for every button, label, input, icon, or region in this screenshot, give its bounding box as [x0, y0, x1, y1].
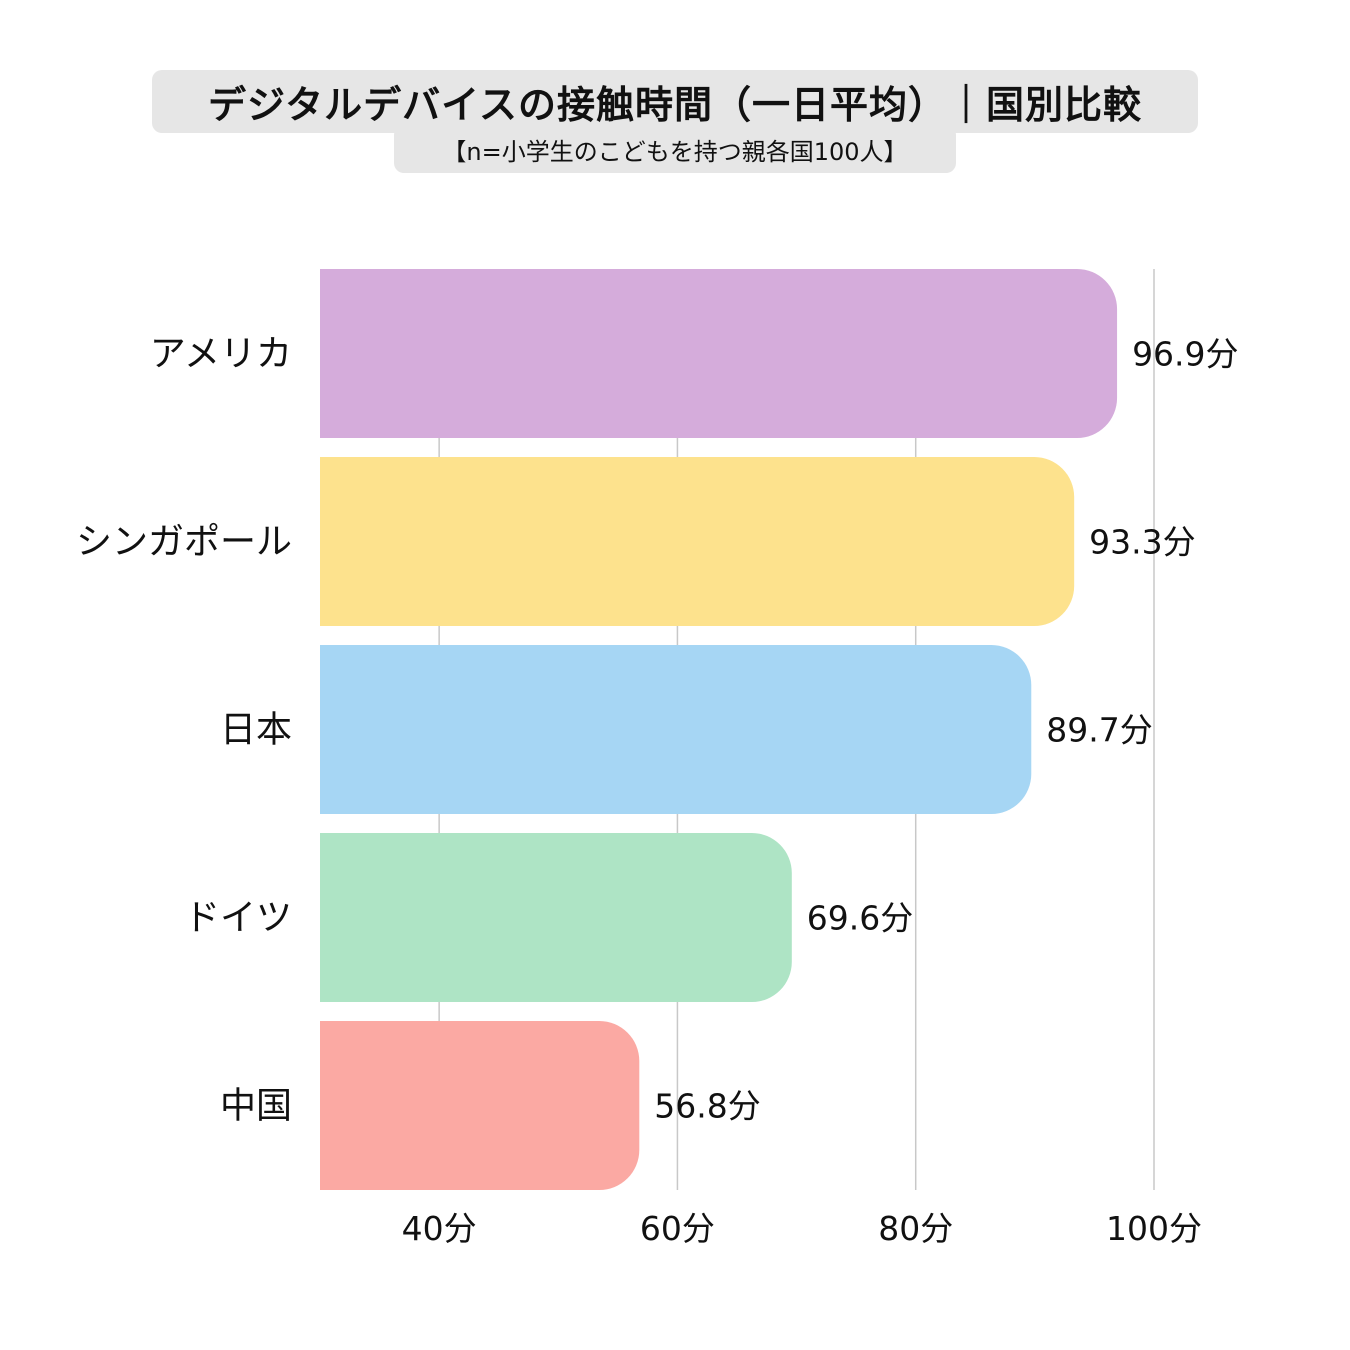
x-tick-label: 100分 — [1106, 1209, 1202, 1248]
value-label: 56.8分 — [654, 1087, 760, 1126]
x-tick-label: 60分 — [640, 1209, 715, 1248]
value-label: 89.7分 — [1046, 711, 1152, 750]
bar-3 — [320, 645, 1032, 814]
category-label: 中国 — [220, 1086, 292, 1127]
category-label: ドイツ — [184, 898, 292, 939]
bar-4 — [320, 833, 792, 1002]
x-tick-label: 80分 — [878, 1209, 953, 1248]
bar-2 — [320, 457, 1075, 626]
category-label: アメリカ — [150, 334, 292, 375]
category-label: シンガポール — [76, 522, 292, 563]
bar-1 — [320, 269, 1118, 438]
value-label: 96.9分 — [1132, 335, 1238, 374]
x-tick-label: 40分 — [402, 1209, 477, 1248]
category-label: 日本 — [220, 710, 292, 751]
value-label: 69.6分 — [807, 899, 913, 938]
value-label: 93.3分 — [1089, 523, 1195, 562]
chart-subtitle: 【n=小学生のこどもを持つ親各国100人】 — [394, 125, 956, 173]
bars — [320, 269, 1118, 1190]
bar-5 — [320, 1021, 640, 1190]
chart-title: デジタルデバイスの接触時間（一日平均）｜国別比較 — [152, 70, 1198, 133]
